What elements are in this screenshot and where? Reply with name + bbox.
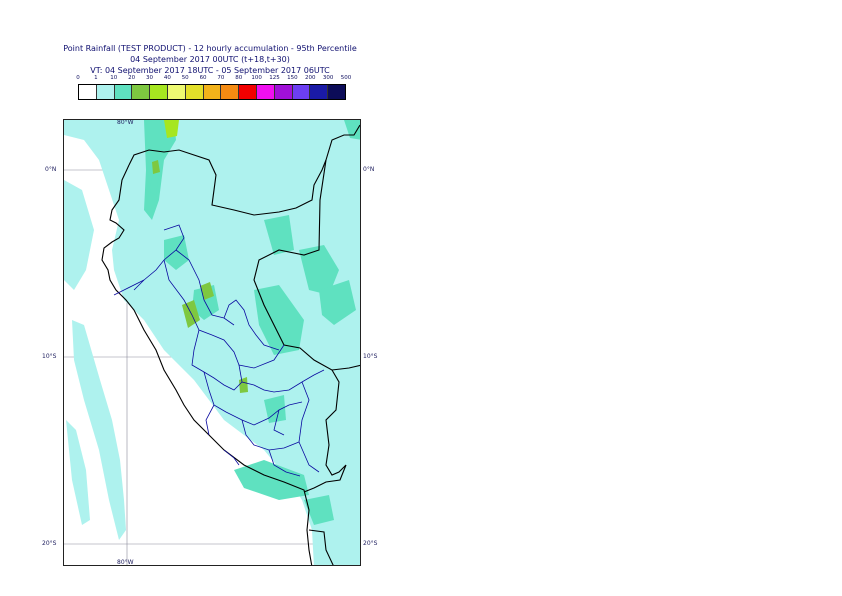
legend-tick-125: 125 — [269, 75, 280, 81]
lon-label-bottom: 80°W — [117, 559, 134, 566]
legend-swatch-5 — [167, 85, 186, 99]
legend-swatch-3 — [132, 85, 151, 99]
legend-swatch-2 — [114, 85, 133, 99]
legend-swatch-10 — [256, 85, 275, 99]
legend-tick-10: 10 — [110, 75, 118, 81]
lat-label-10-left: 10°S — [42, 353, 57, 360]
lon-label-top: 80°W — [117, 119, 134, 126]
legend-swatch-14 — [328, 85, 345, 99]
map-canvas — [64, 120, 360, 565]
legend-swatch-9 — [239, 85, 257, 99]
rainfall-map[interactable]: 80°W 80°W — [63, 119, 361, 566]
legend-swatch-4 — [150, 85, 168, 99]
lat-label-10-right: 10°S — [363, 353, 378, 360]
legend-tick-0: 0 — [76, 75, 80, 81]
legend-tick-60: 60 — [199, 75, 207, 81]
legend-swatch-7 — [203, 85, 222, 99]
legend-tick-70: 70 — [217, 75, 225, 81]
legend-swatch-11 — [274, 85, 293, 99]
legend-tick-1: 1 — [94, 75, 98, 81]
legend-swatch-13 — [310, 85, 329, 99]
legend-tick-500: 500 — [340, 75, 352, 81]
lat-label-0-right: 0°N — [363, 166, 375, 173]
rainfall-legend — [78, 84, 346, 100]
lat-label-0-left: 0°N — [45, 166, 57, 173]
lat-label-20-left: 20°S — [42, 540, 57, 547]
legend-swatch-6 — [185, 85, 204, 99]
legend-tick-20: 20 — [128, 75, 136, 81]
legend-tick-300: 300 — [322, 75, 334, 81]
legend-swatch-8 — [221, 85, 240, 99]
rain-moderate-area — [144, 120, 360, 525]
legend-swatch-0 — [79, 85, 97, 99]
legend-tick-labels: 0 1 10 20 30 40 50 60 70 80 100 125 150 200 300 500 — [66, 75, 356, 84]
coastline — [101, 124, 360, 565]
lat-label-20-right: 20°S — [363, 540, 378, 547]
legend-tick-100: 100 — [251, 75, 262, 81]
legend-tick-50: 50 — [181, 75, 189, 81]
legend-swatch-1 — [96, 85, 115, 99]
rain-heavy-area — [152, 120, 248, 393]
valid-time: VT: 04 September 2017 18UTC - 05 Septemb… — [90, 66, 330, 75]
base-time: 04 September 2017 00UTC (t+18,t+30) — [130, 55, 290, 64]
map-title: Point Rainfall (TEST PRODUCT) - 12 hourl… — [63, 44, 357, 53]
region-boundaries — [113, 224, 325, 477]
legend-tick-30: 30 — [145, 75, 153, 81]
legend-tick-150: 150 — [287, 75, 298, 81]
legend-tick-200: 200 — [305, 75, 316, 81]
legend-tick-40: 40 — [163, 75, 171, 81]
legend-tick-80: 80 — [235, 75, 243, 81]
legend-swatch-12 — [292, 85, 311, 99]
